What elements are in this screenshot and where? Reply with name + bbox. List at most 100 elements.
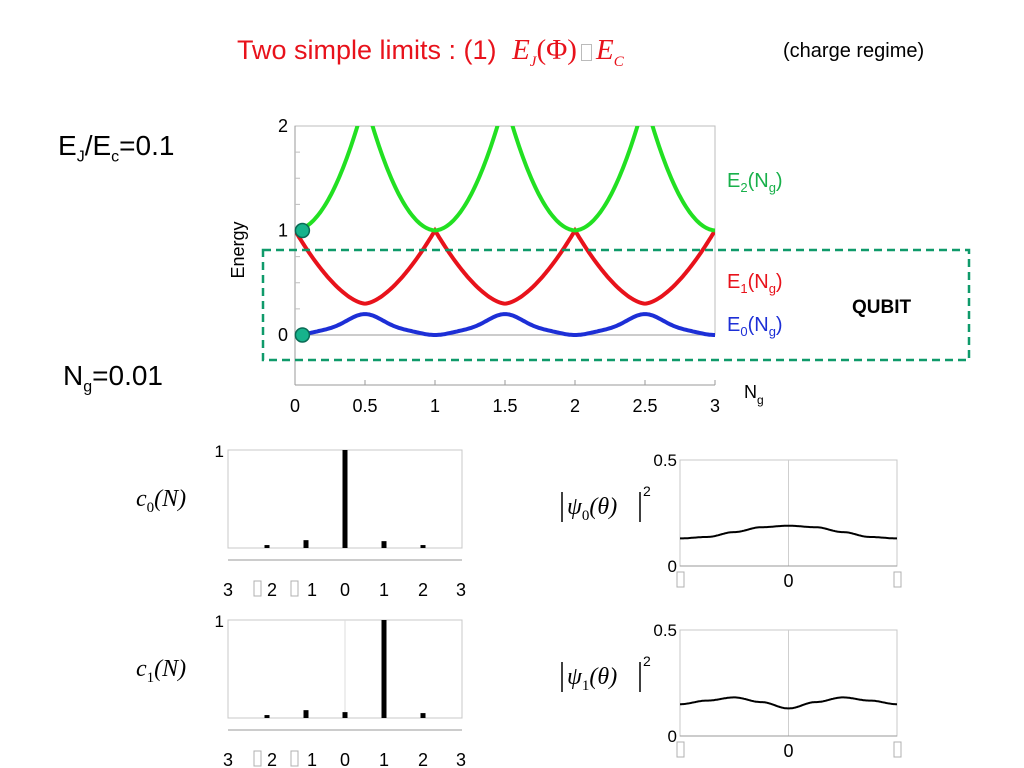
bar-x-tick-label: 1 bbox=[379, 580, 389, 600]
formula-ej: E bbox=[512, 34, 530, 66]
c1-bar-chart: 13 2 1 0 1 2 3c1(N) bbox=[136, 612, 466, 768]
energy-curve-level-2 bbox=[295, 126, 715, 233]
wave-label-arg: (θ) bbox=[589, 494, 617, 520]
wave-label-psi: ψ bbox=[567, 664, 583, 690]
ratio-e: E bbox=[58, 130, 77, 161]
missing-glyph-icon bbox=[253, 580, 262, 597]
title-prefix: Two simple limits : (1) bbox=[237, 35, 497, 65]
energy-band-chart: 0 0.5 1 1.5 2 2.5 3012EnergyNgE0(Ng)E1(Ng)E2(N… bbox=[228, 116, 971, 416]
missing-glyph-icon bbox=[676, 571, 685, 588]
bar-x-tick-label: 1 bbox=[379, 750, 389, 768]
missing-glyph-icon bbox=[676, 741, 685, 758]
missing-glyph-icon bbox=[580, 44, 592, 61]
formula-ec-sub: C bbox=[613, 53, 624, 70]
energy-level-label-0: E0(Ng) bbox=[727, 314, 783, 339]
bar-x-tick-label: 3 bbox=[223, 750, 233, 768]
x-axis-label-sub: g bbox=[757, 393, 764, 407]
missing-glyph-icon bbox=[290, 580, 299, 597]
y-tick-label: 1 bbox=[278, 221, 288, 241]
level-label-sub: 2 bbox=[740, 180, 747, 195]
bar-x-tick-label: 3 bbox=[456, 580, 466, 600]
slide-title: Two simple limits : (1) EJ(Φ) EC bbox=[237, 34, 624, 71]
x-tick-label: 0.5 bbox=[352, 396, 377, 416]
bar-mark bbox=[420, 545, 426, 548]
x-tick-label: 3 bbox=[710, 396, 720, 416]
bar-mark bbox=[342, 712, 348, 718]
bar-x-tick-label: 1 bbox=[307, 750, 317, 768]
bar-chart-label: c1(N) bbox=[136, 656, 186, 686]
bar-y-tick-label: 1 bbox=[215, 442, 224, 461]
wave-label-psi: ψ bbox=[567, 494, 583, 520]
wave-label-text: ψ0(θ) bbox=[567, 494, 617, 524]
x-tick-label: 2.5 bbox=[632, 396, 657, 416]
bar-x-tick-label: 0 bbox=[340, 750, 350, 768]
bar-x-tick-label: 2 bbox=[418, 580, 428, 600]
formula-ej-sub: J bbox=[529, 53, 537, 70]
x-tick-label: 1.5 bbox=[492, 396, 517, 416]
y-axis-label: Energy bbox=[228, 221, 248, 278]
ng-value: =0.01 bbox=[92, 360, 163, 391]
level-label-close: ) bbox=[776, 314, 783, 336]
bar-label-sub: 1 bbox=[147, 670, 155, 686]
formula-ec: E bbox=[595, 34, 614, 66]
c0-bar-chart: 13 2 1 0 1 2 3c0(N) bbox=[136, 442, 466, 600]
level-label-close: ) bbox=[776, 170, 783, 192]
x-axis-label-main: N bbox=[744, 382, 757, 402]
energy-curve-level-0 bbox=[295, 312, 715, 337]
wave-chart-label: ψ0(θ) 2 bbox=[561, 483, 651, 524]
wave-label-sub: 1 bbox=[582, 678, 590, 694]
level-label-arg-sub: g bbox=[769, 281, 776, 296]
bar-mark bbox=[342, 450, 348, 548]
bar-label-c: c bbox=[136, 486, 147, 512]
level-label-e: E bbox=[727, 314, 740, 336]
wave-curve bbox=[680, 696, 897, 710]
ratio-label: EJ/Ec=0.1 bbox=[58, 130, 174, 167]
level-label-arg: (N bbox=[748, 314, 769, 336]
bar-y-tick-label: 1 bbox=[215, 612, 224, 631]
x-tick-label: 1 bbox=[430, 396, 440, 416]
wave-curve bbox=[680, 524, 897, 540]
bar-x-tick-label: 1 bbox=[307, 580, 317, 600]
title-formula: EJ(Φ) EC bbox=[512, 34, 624, 70]
qubit-dashed-box bbox=[261, 248, 971, 362]
bar-label-arg: (N) bbox=[154, 656, 186, 682]
title-suffix: (charge regime) bbox=[783, 40, 925, 62]
level-label-e: E bbox=[727, 170, 740, 192]
x-tick-label: 2 bbox=[570, 396, 580, 416]
bar-x-tick-label: 2 bbox=[267, 580, 277, 600]
bar-x-tick-label: 2 bbox=[267, 750, 277, 768]
ratio-c-sub: c bbox=[111, 148, 120, 166]
bar-mark bbox=[264, 545, 270, 548]
state-marker bbox=[294, 222, 311, 239]
ratio-value: =0.1 bbox=[119, 130, 175, 161]
bar-mark bbox=[381, 541, 387, 548]
wave-y-tick-label: 0.5 bbox=[653, 451, 677, 470]
ratio-slash: /E bbox=[84, 130, 112, 161]
x-tick-label: 0 bbox=[290, 396, 300, 416]
bar-mark bbox=[264, 715, 270, 718]
wave-label-sub: 0 bbox=[582, 508, 590, 524]
state-marker bbox=[294, 327, 311, 343]
ratio-e-sub: J bbox=[76, 148, 85, 166]
bar-mark bbox=[381, 620, 387, 718]
wave-label-exp: 2 bbox=[643, 483, 651, 499]
level-label-sub: 0 bbox=[740, 324, 747, 339]
y-tick-label: 2 bbox=[278, 116, 288, 136]
wave-chart-label: ψ1(θ) 2 bbox=[561, 653, 651, 694]
wave-y-tick-label: 0 bbox=[668, 727, 677, 746]
x-axis-label: Ng bbox=[744, 382, 764, 407]
bar-mark bbox=[420, 713, 426, 718]
energy-level-label-1: E1(Ng) bbox=[727, 271, 783, 296]
energy-curve-level-1 bbox=[295, 226, 715, 306]
missing-glyph-icon bbox=[290, 750, 299, 767]
wave-y-tick-label: 0.5 bbox=[653, 621, 677, 640]
bar-x-tick-label: 3 bbox=[456, 750, 466, 768]
bar-label-c: c bbox=[136, 656, 147, 682]
psi1-line-chart: 0.5 0 0 ψ1(θ) 2 bbox=[561, 621, 902, 761]
bar-label-sub: 0 bbox=[147, 500, 155, 516]
wave-label-arg: (θ) bbox=[589, 664, 617, 690]
energy-level-label-2: E2(Ng) bbox=[727, 170, 783, 195]
bar-x-tick-label: 2 bbox=[418, 750, 428, 768]
missing-glyph-icon bbox=[893, 571, 902, 588]
missing-glyph-icon bbox=[253, 750, 262, 767]
